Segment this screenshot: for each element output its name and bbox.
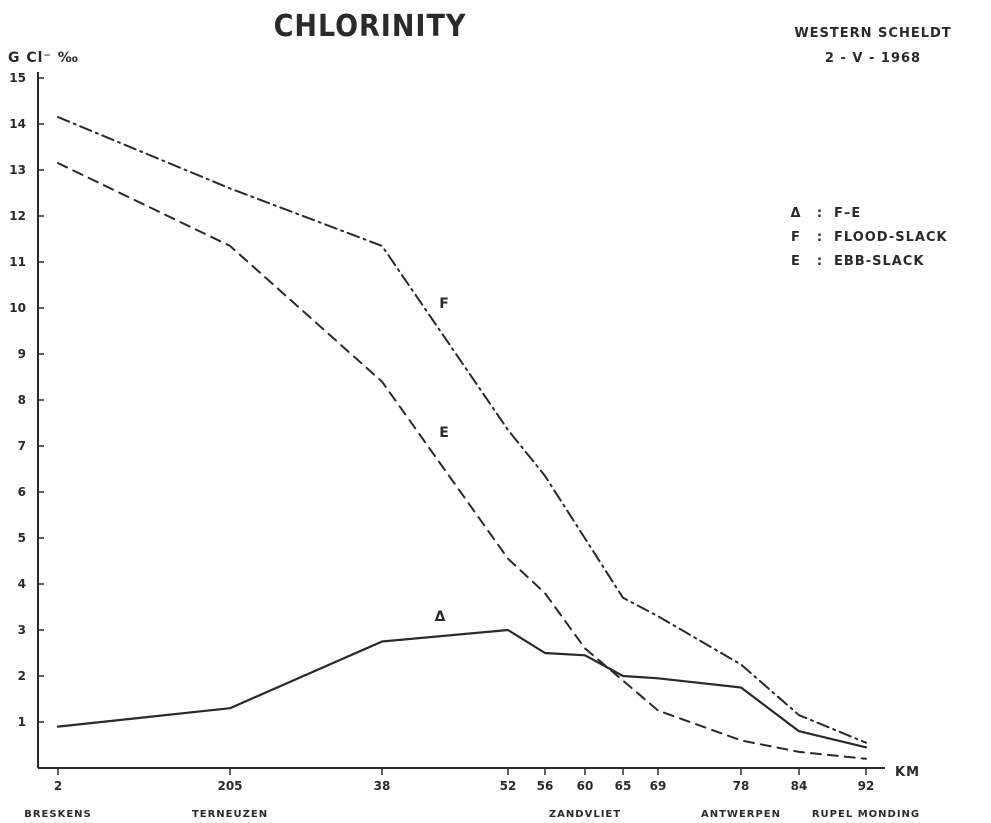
x-tick-label: 69 — [650, 779, 667, 793]
legend-label: FLOOD-SLACK — [834, 230, 948, 245]
y-tick-label: 12 — [9, 209, 26, 223]
y-tick-label: 6 — [18, 485, 26, 499]
legend-key: F — [791, 230, 801, 245]
legend-label: EBB-SLACK — [834, 254, 924, 269]
x-tick-label: 60 — [577, 779, 594, 793]
place-label: ANTWERPEN — [701, 809, 781, 820]
legend-label: F–E — [834, 206, 861, 221]
x-tick-label: 84 — [791, 779, 808, 793]
x-tick-label: 205 — [217, 779, 242, 793]
chart-subtitle-date: 2 - V - 1968 — [825, 51, 921, 66]
series-line-solid — [56, 628, 868, 749]
legend-colon: : — [817, 230, 823, 245]
y-tick-label: 3 — [18, 623, 26, 637]
x-tick-label: 2 — [54, 779, 62, 793]
x-tick-label: 38 — [374, 779, 391, 793]
series-label: E — [439, 425, 449, 441]
legend-key: Δ — [790, 206, 801, 221]
y-tick-label: 8 — [18, 393, 26, 407]
y-tick-label: 2 — [18, 669, 26, 683]
series-line-dashdot — [57, 116, 867, 744]
y-tick-label: 9 — [18, 347, 26, 361]
y-tick-label: 13 — [9, 163, 26, 177]
place-label: ZANDVLIET — [549, 809, 621, 820]
legend-colon: : — [817, 254, 823, 269]
y-tick-label: 14 — [9, 117, 26, 131]
x-tick-label: 65 — [615, 779, 632, 793]
y-tick-label: 11 — [9, 255, 26, 269]
place-label: TERNEUZEN — [192, 809, 268, 820]
series-layer: FEΔ — [56, 116, 868, 760]
place-label: BRESKENS — [24, 809, 92, 820]
y-tick-label: 15 — [9, 71, 26, 85]
x-axis-label: KM — [895, 765, 920, 780]
legend: Δ: F–E F: FLOOD-SLACK E: EBB-SLACK — [790, 206, 948, 269]
x-tick-label: 78 — [733, 779, 750, 793]
series-line-dashed — [57, 162, 867, 760]
x-tick-label: 56 — [537, 779, 554, 793]
series-label: F — [439, 296, 449, 312]
series-label: Δ — [435, 609, 446, 625]
legend-key: E — [791, 254, 801, 269]
x-tick-label: 92 — [858, 779, 875, 793]
y-tick-label: 7 — [18, 439, 26, 453]
y-tick-label: 1 — [18, 715, 26, 729]
y-tick-label: 5 — [18, 531, 26, 545]
legend-colon: : — [817, 206, 823, 221]
x-tick-label: 52 — [500, 779, 517, 793]
y-axis-label: G Cl⁻ ‰ — [8, 50, 79, 66]
y-tick-label: 4 — [18, 577, 26, 591]
y-tick-label: 10 — [9, 301, 26, 315]
chart-subtitle-location: WESTERN SCHELDT — [794, 26, 951, 41]
place-label: RUPEL MONDING — [812, 809, 920, 820]
chart-title: CHLORINITY — [274, 9, 467, 44]
